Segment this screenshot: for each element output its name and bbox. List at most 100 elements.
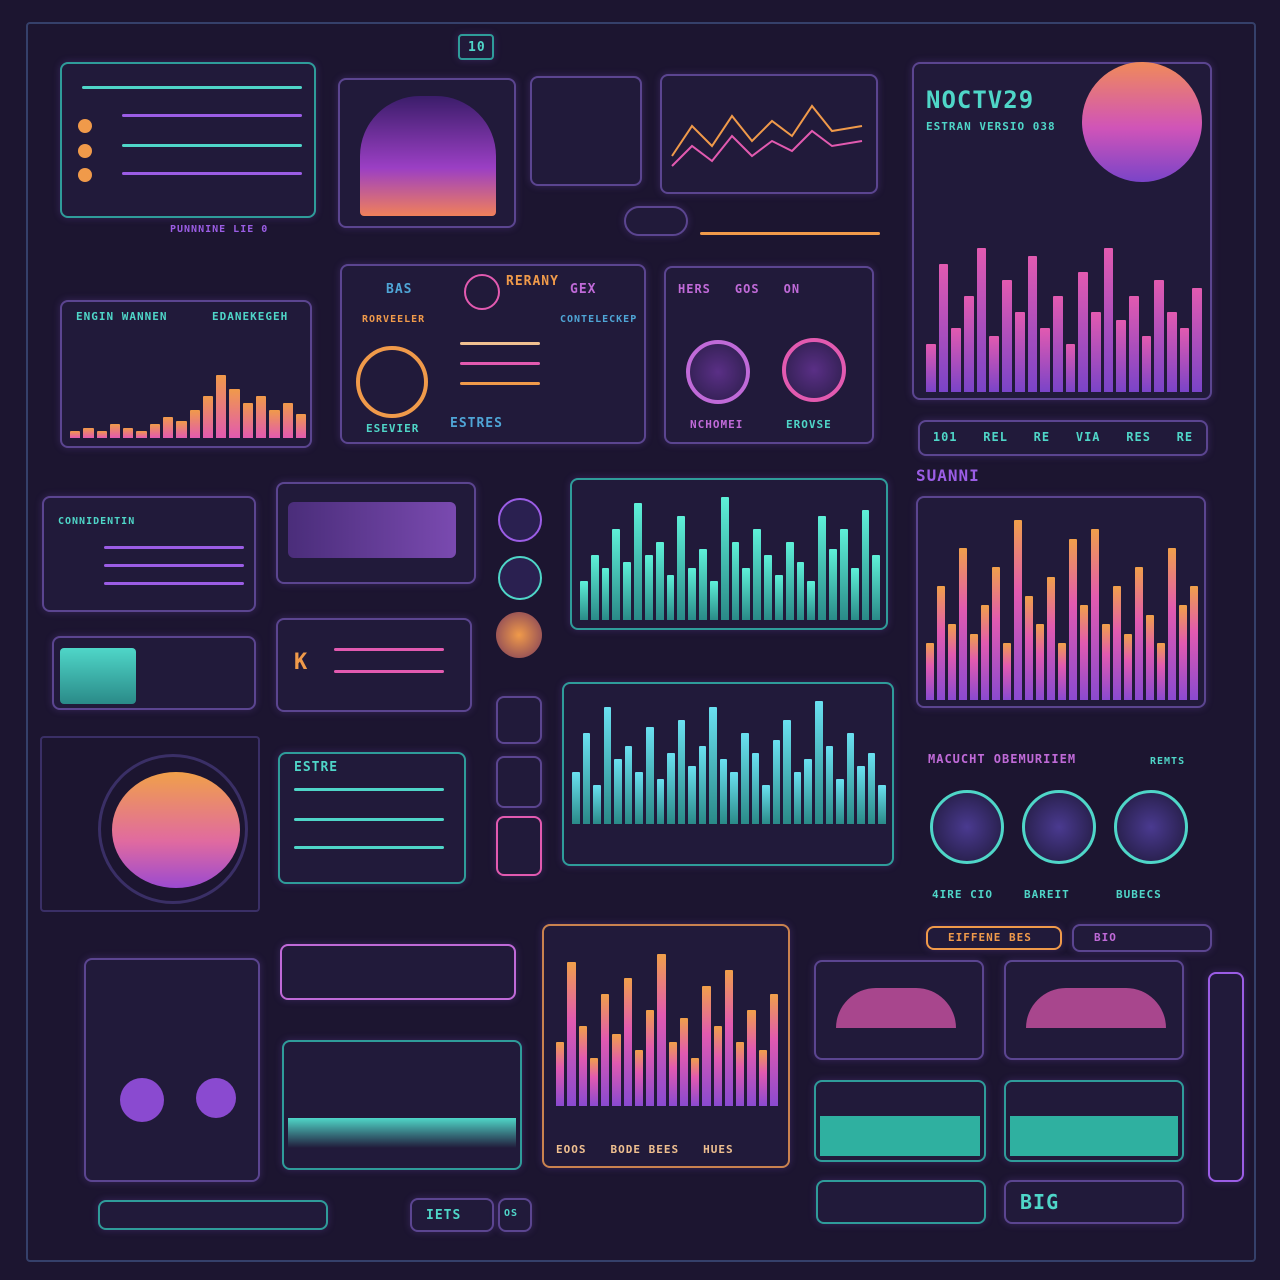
- bar: [938, 264, 949, 392]
- label[interactable]: ON: [783, 282, 801, 296]
- gauge-panel: BAS RERANY GEX RORVEELER CONTELECKEP ESE…: [340, 264, 646, 444]
- text-row: [104, 564, 244, 567]
- slider-track[interactable]: [288, 502, 456, 558]
- bar: [804, 759, 812, 824]
- bar: [634, 1050, 643, 1106]
- bar: [1124, 633, 1132, 700]
- header-badge: 10: [458, 34, 494, 60]
- orb-button[interactable]: [930, 790, 1004, 864]
- circle-button-1[interactable]: [498, 498, 542, 542]
- orb-button[interactable]: [1114, 790, 1188, 864]
- bar: [556, 1042, 565, 1106]
- pill-button-1[interactable]: [496, 696, 542, 744]
- bar: [769, 994, 778, 1106]
- slider-card[interactable]: [276, 482, 476, 584]
- mid-badge: REMTS: [1150, 756, 1186, 767]
- label[interactable]: RES: [1126, 430, 1151, 444]
- gauge-btn-left[interactable]: BAS: [386, 282, 413, 297]
- pill-button-3[interactable]: [496, 816, 542, 876]
- pink-bar-chart-panel-2: EOOS BODE BEES HUES: [542, 924, 790, 1168]
- label[interactable]: 101: [932, 430, 958, 444]
- bar: [878, 785, 886, 824]
- bar: [926, 344, 936, 392]
- bar: [964, 296, 974, 392]
- bar: [699, 548, 707, 620]
- text-row: [104, 546, 244, 549]
- bottom-btn-1[interactable]: IETS: [410, 1198, 494, 1232]
- label[interactable]: VIA: [1075, 430, 1101, 444]
- bar: [688, 765, 696, 824]
- bar: [825, 746, 834, 824]
- list-title: CONNIDENTIN: [58, 516, 136, 527]
- bar: [1025, 595, 1033, 700]
- gauge-row: [460, 362, 540, 365]
- bar: [295, 413, 307, 438]
- bar: [1135, 567, 1143, 700]
- panel-c-label: EDANEKEGEH: [212, 310, 289, 323]
- pill-button-2[interactable]: [496, 756, 542, 808]
- bar: [1036, 624, 1044, 700]
- toggle-button[interactable]: [624, 206, 688, 236]
- wave: [1026, 988, 1166, 1028]
- pink-bar-chart-panel: [916, 496, 1206, 708]
- bar: [590, 555, 599, 620]
- gauge-a-icon[interactable]: [464, 274, 500, 310]
- bar: [123, 427, 134, 438]
- bar: [614, 759, 622, 824]
- k-card[interactable]: K: [276, 618, 472, 712]
- disc-2[interactable]: [196, 1078, 236, 1118]
- header-badge-text: 10: [468, 40, 486, 55]
- bar: [635, 772, 643, 824]
- area-glow: [360, 96, 496, 216]
- knob-left[interactable]: [686, 340, 750, 404]
- sun-graphic-2: [112, 772, 240, 888]
- bar: [976, 248, 987, 392]
- circle-button-3[interactable]: [496, 612, 542, 658]
- bar: [1168, 548, 1176, 700]
- label[interactable]: HUES: [703, 1143, 734, 1156]
- gauge-dial[interactable]: [356, 346, 428, 418]
- bottom-badge-2-text: BIO: [1094, 931, 1117, 944]
- label[interactable]: GOS: [734, 282, 760, 296]
- bar: [861, 509, 870, 620]
- label[interactable]: EOOS: [556, 1143, 587, 1156]
- label[interactable]: REL: [983, 430, 1008, 444]
- bar: [713, 1026, 722, 1106]
- bar: [992, 567, 1000, 700]
- bar: [176, 420, 187, 438]
- disc-1[interactable]: [120, 1078, 164, 1122]
- file-title: ESTRE: [294, 760, 339, 775]
- bottom-badge-2[interactable]: BIO: [1072, 924, 1212, 952]
- bar: [818, 516, 827, 620]
- orb-button[interactable]: [1022, 790, 1096, 864]
- list-panel[interactable]: [60, 62, 316, 218]
- section-title: SUANNI: [916, 466, 980, 485]
- bar: [1103, 248, 1114, 392]
- label[interactable]: HERS: [678, 282, 711, 296]
- gauge-btn-right[interactable]: GEX: [570, 282, 597, 297]
- mini-bars: [60, 648, 136, 704]
- bar: [926, 643, 934, 700]
- label[interactable]: RE: [1176, 430, 1194, 444]
- bar: [668, 1042, 677, 1106]
- circle-button-2[interactable]: [498, 556, 542, 600]
- knob-label-right: EROVSE: [786, 418, 832, 431]
- bar: [593, 785, 601, 824]
- orange-chart-panel: ENGIN WANNEN EDANEKEGEH: [60, 300, 312, 448]
- bar: [783, 720, 791, 824]
- knob-label-left: NCHOMEI: [690, 418, 744, 431]
- label[interactable]: BODE BEES: [610, 1143, 680, 1156]
- bottom-badge-1[interactable]: EIFFENE BES: [926, 926, 1062, 950]
- bar: [867, 752, 876, 824]
- side-meter: [1208, 972, 1244, 1182]
- label[interactable]: RE: [1033, 430, 1051, 444]
- bar: [589, 1058, 598, 1106]
- bottom-btn-2[interactable]: OS: [498, 1198, 532, 1232]
- bar: [736, 1042, 745, 1106]
- bar: [679, 1018, 688, 1106]
- bar: [741, 733, 749, 824]
- bar: [1052, 296, 1063, 392]
- teal-bars-2: [572, 694, 886, 824]
- header-strip: [280, 944, 516, 1000]
- knob-right[interactable]: [782, 338, 846, 402]
